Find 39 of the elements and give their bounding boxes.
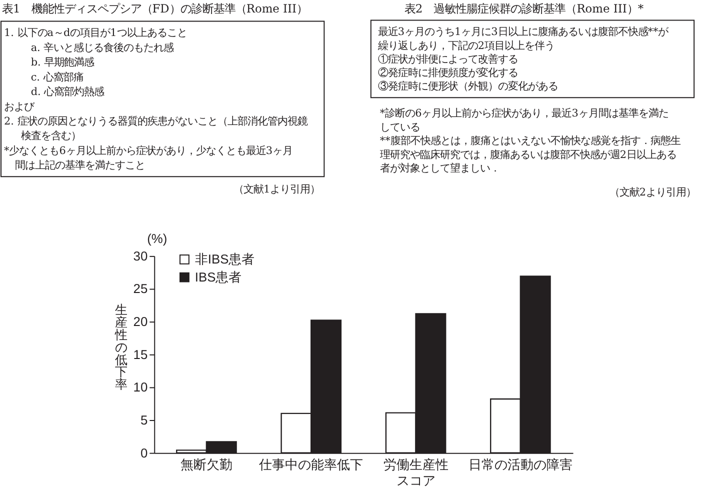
text: ③発症時に便形状（外観）の変化がある <box>378 80 558 93</box>
text: および <box>4 100 35 113</box>
x-tick-label: 日常の活動の障害 <box>468 457 572 472</box>
text: 繰り返しあり，下記の2項目以上を伴う <box>376 40 555 52</box>
text: 表1 機能性ディスペプシア（FD）の診断基準（Rome III） <box>2 1 308 16</box>
text: 1. 以下のa～dの項目が1つ以上あること <box>4 27 187 40</box>
y-tick-label: 20 <box>133 314 148 330</box>
text: b. 早期飽満感 <box>30 56 94 69</box>
text: 理研究や臨床研究では，腹痛あるいは腹部不快感が週2日以上ある <box>380 148 677 161</box>
text: 最近3ヶ月のうち1ヶ月に3日以上に腹痛あるいは腹部不快感**が <box>378 26 670 38</box>
text: 者が対象として望ましい． <box>380 162 500 175</box>
text: 表2 過敏性腸症候群の診断基準（Rome III）* <box>404 1 644 16</box>
legend-label: 非IBS患者 <box>194 251 255 266</box>
x-tick-label: 労働生産性スコア <box>383 457 448 488</box>
text: *少なくとも6ヶ月以上前から症状があり，少なくとも最近3ヶ月 <box>4 144 292 157</box>
text: ①症状が排便によって改善する <box>378 53 518 66</box>
text: d. 心窩部灼熱感 <box>30 86 104 98</box>
y-tick-label: 5 <box>140 412 148 428</box>
x-tick-label: 無断欠勤 <box>180 457 232 472</box>
text: *診断の6ヶ月以上前から症状があり，最近3ヶ月間は基準を満た <box>380 108 668 120</box>
y-tick-label: 25 <box>133 281 148 296</box>
text: （文献1より引用） <box>234 183 320 196</box>
y-tick-label: 30 <box>133 248 148 264</box>
y-tick-label: 0 <box>140 445 148 460</box>
text: **腹部不快感とは，腹痛とはいえない不愉快な感覚を指す．病態生 <box>380 135 680 148</box>
text: 検査を含む） <box>20 130 81 142</box>
text: c. 心窩部痛 <box>30 71 84 84</box>
legend-label: IBS患者 <box>194 269 242 284</box>
y-tick-label: 10 <box>133 380 148 395</box>
text: 間は上記の基準を満たすこと <box>14 160 145 172</box>
text: (%) <box>147 231 168 246</box>
y-tick-label: 15 <box>133 346 148 362</box>
text: （文献2より引用） <box>609 186 696 198</box>
text: a. 辛いと感じる食後のもたれ感 <box>30 42 174 54</box>
text: 2. 症状の原因となりうる器質的疾患がないこと（上部消化管内視鏡 <box>4 115 308 128</box>
y-axis-title: 生産性の低下率 <box>114 303 127 392</box>
x-tick-label: 仕事中の能率低下 <box>258 457 364 472</box>
text: ②発症時に排便頻度が変化する <box>378 67 518 80</box>
text: している <box>380 121 420 134</box>
